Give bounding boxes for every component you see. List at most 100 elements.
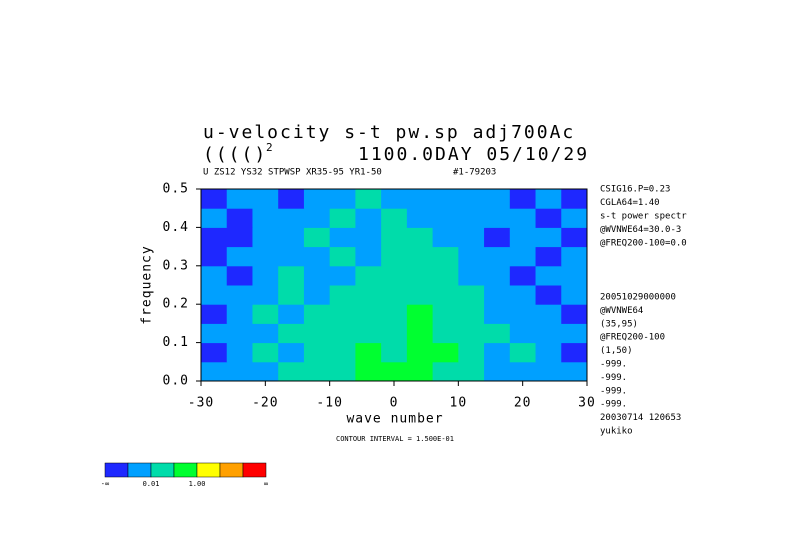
cell	[252, 246, 279, 267]
cell	[201, 304, 228, 324]
side-text: s-t power spectr	[600, 212, 687, 222]
cell	[535, 285, 562, 305]
cell	[458, 189, 485, 209]
cell	[406, 246, 434, 267]
cell	[561, 342, 588, 363]
cell	[484, 208, 511, 228]
cell	[303, 265, 331, 286]
subtitle: U ZS12 YS32 STPWSP XR35-95 YR1-50	[203, 168, 382, 178]
side-text: 20030714 120653	[600, 413, 681, 423]
cell	[561, 265, 588, 286]
cell	[432, 227, 459, 248]
colorbar-label: 0.01	[143, 480, 160, 488]
cell	[201, 265, 228, 286]
cell	[329, 361, 356, 382]
cell	[561, 208, 588, 228]
cell	[535, 227, 562, 248]
cell	[201, 227, 228, 248]
cell	[458, 342, 485, 363]
x-tick-label: -20	[252, 396, 278, 411]
cell	[329, 189, 356, 209]
cell	[226, 246, 253, 267]
cell	[303, 342, 331, 363]
cell	[278, 342, 305, 363]
cell	[381, 265, 408, 286]
cell	[252, 227, 279, 248]
cell	[484, 342, 511, 363]
cell	[484, 304, 511, 324]
x-tick-label: 10	[450, 396, 468, 411]
cell	[355, 285, 382, 305]
colorbar-box	[219, 462, 244, 478]
cell	[561, 304, 588, 324]
cell	[252, 304, 279, 324]
cell	[329, 342, 356, 363]
cell	[484, 323, 511, 344]
cell	[226, 189, 253, 209]
cell	[355, 246, 382, 267]
x-tick-label: 0	[390, 396, 399, 411]
cell	[484, 246, 511, 267]
cell	[201, 208, 228, 228]
cell	[509, 246, 537, 267]
cell	[432, 323, 459, 344]
cell	[252, 208, 279, 228]
cell	[355, 342, 382, 363]
cell	[201, 361, 228, 382]
colorbar-label: 1.00	[189, 480, 206, 488]
cell	[201, 189, 228, 209]
cell	[484, 265, 511, 286]
cell	[458, 304, 485, 324]
colorbar-box	[150, 462, 175, 478]
cell	[535, 361, 562, 382]
cell	[406, 265, 434, 286]
cell	[406, 227, 434, 248]
cell	[252, 265, 279, 286]
cell	[381, 227, 408, 248]
cell	[329, 265, 356, 286]
x-tick-label: -10	[316, 396, 342, 411]
cell	[226, 285, 253, 305]
cell	[458, 285, 485, 305]
cell	[561, 285, 588, 305]
cell	[278, 208, 305, 228]
cell	[381, 323, 408, 344]
cell	[278, 246, 305, 267]
cell	[226, 208, 253, 228]
cell	[252, 189, 279, 209]
cell	[381, 246, 408, 267]
cell	[509, 323, 537, 344]
cell	[406, 323, 434, 344]
cell	[432, 189, 459, 209]
cell	[432, 208, 459, 228]
cell	[381, 361, 408, 382]
cell	[509, 265, 537, 286]
cell	[278, 189, 305, 209]
cell	[458, 265, 485, 286]
cell	[329, 285, 356, 305]
side-text: -999.	[600, 373, 627, 383]
side-text: (35,95)	[600, 319, 638, 329]
cell	[561, 189, 588, 209]
side-text: -999.	[600, 360, 627, 370]
cell	[303, 285, 331, 305]
side-text: @WVNWE64	[600, 306, 643, 316]
cell	[458, 361, 485, 382]
cell	[381, 189, 408, 209]
side-text: @FREQ200-100=0.0	[600, 239, 687, 249]
cell	[381, 304, 408, 324]
cell	[303, 208, 331, 228]
cell	[355, 265, 382, 286]
cell	[406, 342, 434, 363]
cell	[278, 361, 305, 382]
cell	[226, 361, 253, 382]
y-tick-label: 0.0	[163, 374, 189, 389]
side-text: yukiko	[600, 427, 633, 437]
cell	[252, 361, 279, 382]
cell	[406, 285, 434, 305]
colorbar-label: ∞	[264, 480, 268, 488]
cell	[406, 189, 434, 209]
cell	[329, 227, 356, 248]
y-tick-label: 0.2	[163, 297, 189, 312]
